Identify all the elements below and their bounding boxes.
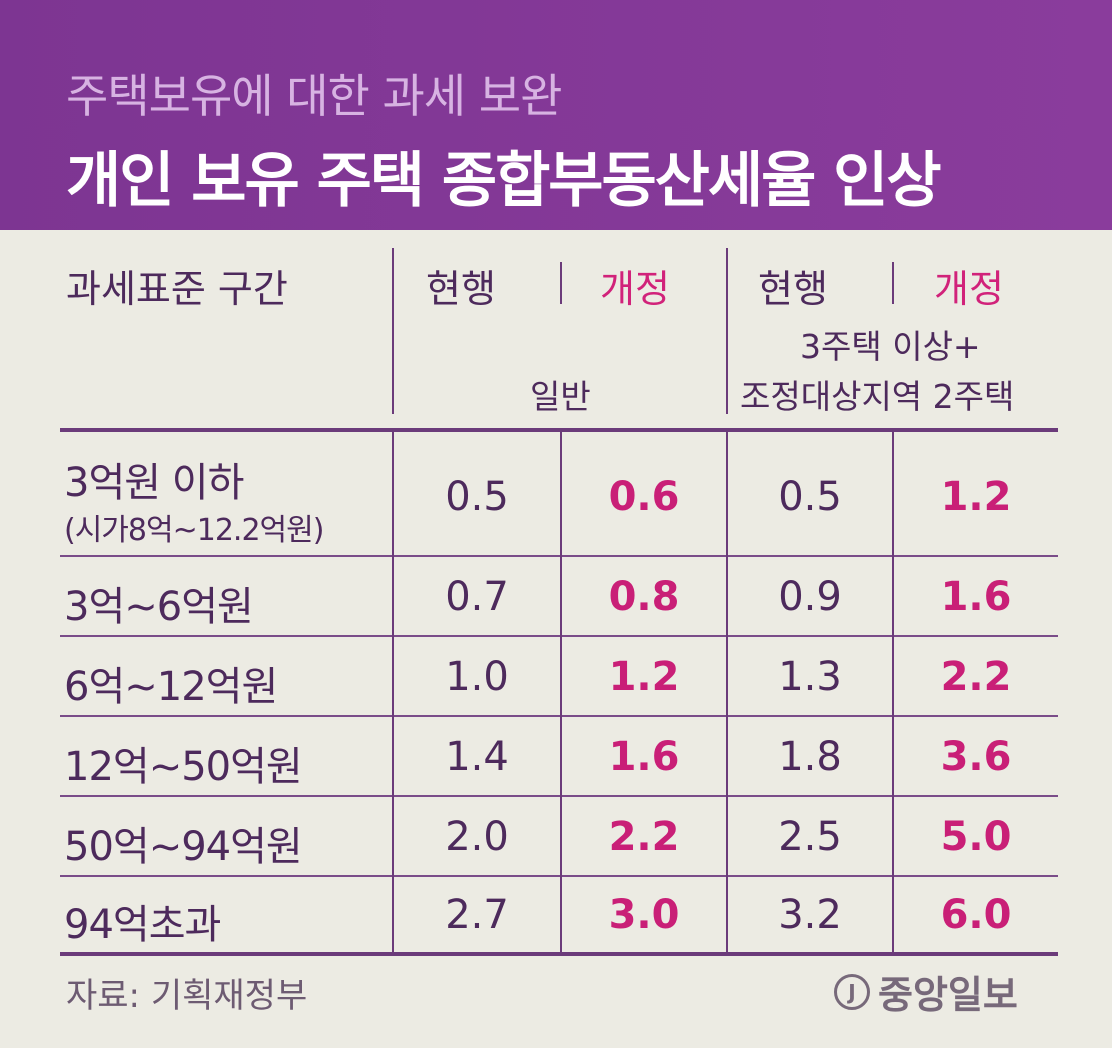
g1-revised-value: 0.8 — [608, 574, 680, 620]
group2-label-line2: 조정대상지역 2주택 — [740, 377, 1015, 416]
group1-label: 일반 — [530, 377, 591, 416]
header-g1-revised: 개정 — [600, 267, 670, 311]
g1-current-value: 2.0 — [445, 814, 509, 860]
header-g1-current: 현행 — [426, 267, 496, 311]
column-header-range: 과세표준 구간 — [66, 267, 288, 311]
subtitle: 주택보유에 대한 과세 보완 — [66, 69, 562, 123]
g1-current-value: 0.7 — [445, 574, 509, 620]
header-g2-current: 현행 — [758, 267, 828, 311]
g1-current-value: 2.7 — [445, 892, 509, 938]
g2-revised-value: 5.0 — [940, 814, 1012, 860]
g2-revised-value: 1.6 — [940, 574, 1012, 620]
page-title: 개인 보유 주택 종합부동산세율 인상 — [66, 146, 942, 216]
body-vline-4 — [892, 432, 894, 952]
g2-revised-value: 2.2 — [940, 654, 1012, 700]
header-vline-mid — [726, 248, 728, 414]
g1-revised-value: 1.6 — [608, 734, 680, 780]
body-vline-1 — [392, 432, 394, 952]
g1-current-value: 1.4 — [445, 734, 509, 780]
g1-revised-value: 3.0 — [608, 892, 680, 938]
row-rule-4 — [60, 795, 1058, 797]
row-rule-5 — [60, 875, 1058, 877]
row-label: 94억초과 — [64, 902, 221, 948]
g1-revised-value: 1.2 — [608, 654, 680, 700]
header-divider-g1 — [560, 262, 562, 304]
table-bottom-rule — [60, 952, 1058, 956]
row-label: 3억원 이하 — [64, 460, 244, 506]
g1-current-value: 1.0 — [445, 654, 509, 700]
g2-revised-value: 6.0 — [940, 892, 1012, 938]
source-note: 자료: 기획재정부 — [66, 976, 308, 1016]
g1-current-value: 0.5 — [445, 474, 509, 520]
row-rule-3 — [60, 715, 1058, 717]
row-rule-2 — [60, 635, 1058, 637]
g2-current-value: 0.9 — [778, 574, 842, 620]
g2-current-value: 3.2 — [778, 892, 842, 938]
table-top-rule — [60, 428, 1058, 432]
header-vline-left — [392, 248, 394, 414]
row-rule-1 — [60, 555, 1058, 557]
body-vline-3 — [726, 432, 728, 952]
body-vline-2 — [560, 432, 562, 952]
row-sublabel: (시가8억~12.2억원) — [64, 513, 324, 548]
g2-current-value: 2.5 — [778, 814, 842, 860]
g1-revised-value: 0.6 — [608, 474, 680, 520]
header-banner: 주택보유에 대한 과세 보완 개인 보유 주택 종합부동산세율 인상 — [0, 0, 1112, 230]
row-label: 6억~12억원 — [64, 664, 278, 710]
logo-mark-icon: J — [834, 973, 870, 1010]
header-divider-g2 — [892, 262, 894, 304]
publisher-logo: J 중앙일보 — [834, 964, 1018, 1019]
g1-revised-value: 2.2 — [608, 814, 680, 860]
g2-current-value: 1.3 — [778, 654, 842, 700]
g2-current-value: 1.8 — [778, 734, 842, 780]
row-label: 50억~94억원 — [64, 824, 303, 870]
logo-text: 중앙일보 — [878, 973, 1018, 1017]
row-label: 3억~6억원 — [64, 584, 254, 630]
g2-revised-value: 3.6 — [940, 734, 1012, 780]
row-label: 12억~50억원 — [64, 744, 303, 790]
group2-label-line1: 3주택 이상+ — [800, 327, 981, 366]
header-g2-revised: 개정 — [934, 267, 1004, 311]
g2-revised-value: 1.2 — [940, 474, 1012, 520]
g2-current-value: 0.5 — [778, 474, 842, 520]
